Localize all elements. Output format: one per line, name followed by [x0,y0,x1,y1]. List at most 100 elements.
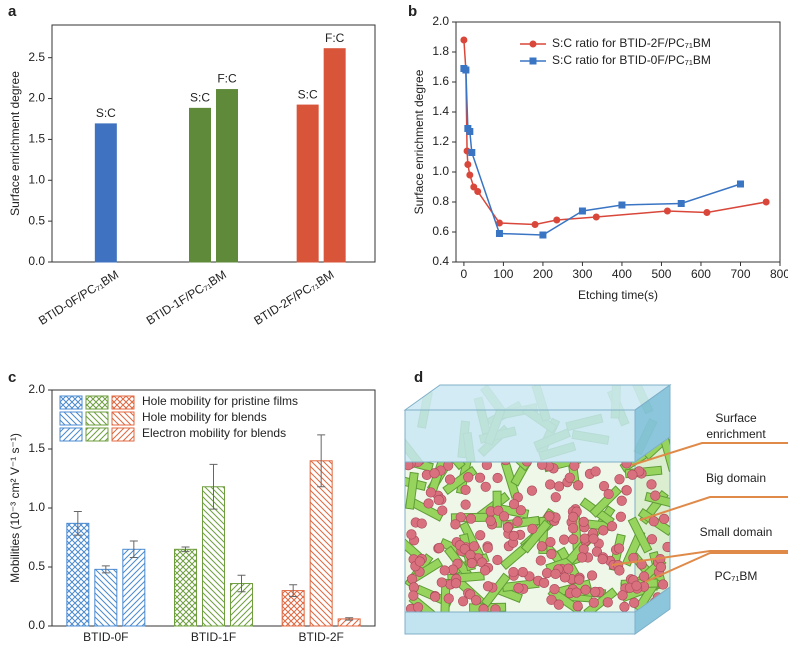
error-bar [101,565,110,574]
sphere [578,516,589,527]
y-axis-title: Surface enrichment degree [412,69,426,214]
sphere [436,577,447,588]
sphere [482,581,494,592]
legend-swatch [111,427,135,442]
sphere [492,472,503,484]
sphere [412,602,424,612]
sphere [508,499,520,510]
sphere [517,567,528,578]
leader-line [639,496,788,521]
sphere [549,584,560,595]
sphere [616,495,627,506]
sphere [563,563,574,574]
bar [122,548,146,627]
sphere [603,488,614,500]
error-bar [181,546,190,553]
sphere [597,554,608,565]
y-tick-label: 1.0 [432,164,449,178]
bar [216,89,238,263]
sphere [463,472,474,483]
y-tick-label: 0.5 [28,559,45,573]
sphere [586,570,598,581]
y-tick-label: 0.8 [432,194,449,208]
marker [495,219,503,227]
error-bar [289,584,298,597]
x-tick-label: BTID-2F [298,630,343,644]
legend-swatch [85,395,109,410]
panel-letter: b [408,3,417,20]
y-tick-label: 2.5 [28,50,45,64]
marker [578,207,586,215]
sphere [588,533,599,544]
sphere [450,578,462,589]
error-bar [73,511,82,536]
sphere [598,481,610,492]
sphere [559,572,570,583]
sphere [408,590,419,601]
sphere [639,571,650,582]
sphere [615,511,626,522]
x-tick-label: 200 [533,267,553,281]
diagram: d [403,369,672,635]
sphere [439,565,450,576]
panel-letter: d [414,369,423,386]
sphere [527,523,538,534]
x-tick-label: BTID-1F [191,630,236,644]
diagram-label: Surface enrichment [706,411,766,441]
legend-swatch [59,427,83,442]
legend-swatch [85,411,109,426]
sphere [546,594,557,605]
marker [468,149,476,156]
error-bar [129,540,138,559]
sphere [573,480,584,491]
leader-line [644,552,788,583]
sphere [465,513,477,524]
y-tick-label: 1.5 [28,441,45,455]
legend-swatch [111,395,135,410]
bar-label: F:C [325,31,345,45]
sphere [579,533,590,544]
sphere [621,485,632,496]
sphere [576,552,588,563]
sphere [648,516,659,527]
sphere [466,558,477,569]
marker [592,213,600,221]
y-tick-label: 2.0 [28,91,45,105]
legend-label: S:C ratio for BTID-0F/PC₇₁BM [552,53,711,67]
sphere [469,541,480,552]
sphere [578,544,589,555]
top-face [403,384,672,411]
x-tick-label: BTID-2F/PC₇₁BM [251,267,336,327]
x-tick-label: BTID-0F/PC₇₁BM [36,267,121,327]
y-tick-label: 1.6 [432,74,449,88]
legend-swatch [111,411,135,426]
legend-swatch [59,411,83,426]
bar [94,568,118,627]
sphere [492,554,503,566]
sphere [568,511,579,522]
sphere [546,548,557,560]
y-tick-label: 0.4 [432,254,449,268]
sphere [414,556,425,567]
marker [470,183,478,191]
sphere [433,494,444,506]
sphere [590,466,601,477]
sphere [512,516,523,527]
sphere [627,469,638,480]
sphere [498,511,510,522]
sphere [475,530,486,541]
marker [762,198,770,206]
sphere [460,484,471,496]
diagram-label: PC₇₁BM [714,569,758,583]
x-tick-label: 400 [612,267,632,281]
x-tick-label: 100 [493,267,513,281]
sphere [602,597,613,608]
sphere [482,542,493,554]
legend-label: Electron mobility for blends [142,426,286,440]
sphere [550,568,561,579]
sphere [658,513,670,524]
legend-swatch [85,427,109,442]
y-tick-label: 0.0 [28,618,45,632]
bar-label: S:C [96,106,116,120]
